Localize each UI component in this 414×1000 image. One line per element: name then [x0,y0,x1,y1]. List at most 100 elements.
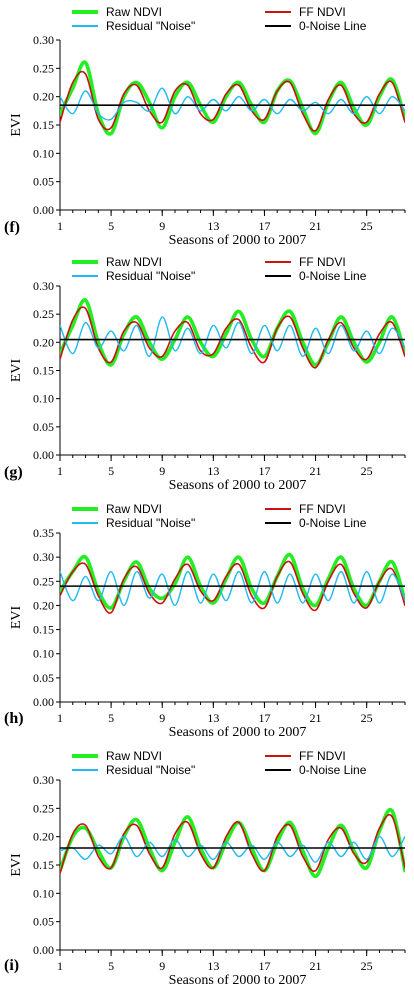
x-tick-label: 5 [108,711,114,725]
x-axis-label: Seasons of 2000 to 2007 [169,478,307,493]
x-tick-label: 1 [57,219,63,233]
y-axis-label: EVI [9,853,24,877]
y-tick-label: 0.25 [33,61,54,75]
y-tick-label: 0.00 [33,695,54,709]
y-tick-label: 0.05 [33,175,54,189]
y-tick-label: 0.05 [33,420,54,434]
panel-label: (i) [4,957,19,974]
y-tick-label: 0.20 [33,830,54,844]
x-tick-label: 25 [361,219,373,233]
y-tick-label: 0.15 [33,118,54,132]
series-line-ff [60,560,405,614]
x-tick-label: 9 [159,959,165,973]
x-tick-label: 25 [361,464,373,478]
x-tick-label: 17 [258,464,270,478]
legend-label-zero: 0-Noise Line [299,19,367,33]
x-axis-label: Seasons of 2000 to 2007 [169,973,307,988]
legend-label-residual: Residual "Noise" [106,269,195,283]
y-tick-label: 0.15 [33,858,54,872]
panel-label: (h) [4,710,24,727]
y-tick-label: 0.00 [33,448,54,462]
legend-label-raw: Raw NDVI [106,5,162,19]
y-tick-label: 0.35 [33,526,54,540]
legend: Raw NDVI FF NDVI Residual "Noise" 0-Noise L… [72,5,367,33]
legend: Raw NDVI FF NDVI Residual "Noise" 0-Noise L… [72,749,367,777]
x-tick-label: 13 [207,711,219,725]
y-tick-label: 0.05 [33,671,54,685]
y-tick-label: 0.20 [33,90,54,104]
legend: Raw NDVI FF NDVI Residual "Noise" 0-Noise L… [72,255,367,283]
legend-label-ff: FF NDVI [299,255,346,269]
y-tick-label: 0.30 [33,550,54,564]
y-tick-label: 0.10 [33,146,54,160]
chart-panel-4: Raw NDVI FF NDVI Residual "Noise" 0-Noise L… [4,749,406,988]
x-axis-label: Seasons of 2000 to 2007 [169,725,307,740]
y-tick-label: 0.25 [33,307,54,321]
legend-label-ff: FF NDVI [299,5,346,19]
x-tick-label: 9 [159,219,165,233]
series-group [60,60,405,136]
x-tick-label: 9 [159,711,165,725]
y-tick-label: 0.20 [33,335,54,349]
series-line-raw [60,298,405,367]
x-tick-label: 13 [207,464,219,478]
legend-label-zero: 0-Noise Line [299,269,367,283]
x-tick-label: 1 [57,959,63,973]
legend-label-residual: Residual "Noise" [106,763,195,777]
x-tick-label: 25 [361,711,373,725]
y-tick-label: 0.10 [33,647,54,661]
x-tick-label: 5 [108,464,114,478]
series-line-ff [60,306,405,369]
series-line-raw [60,552,405,610]
series-line-ff [60,813,405,875]
x-tick-label: 13 [207,959,219,973]
chart-panel-3: Raw NDVI FF NDVI Residual "Noise" 0-Noise L… [4,502,406,740]
x-tick-label: 25 [361,959,373,973]
x-axis-label: Seasons of 2000 to 2007 [169,233,307,248]
y-tick-label: 0.10 [33,886,54,900]
panel-label: (g) [4,464,23,481]
legend-label-raw: Raw NDVI [106,502,162,516]
y-axis-label: EVI [9,359,24,383]
legend-label-zero: 0-Noise Line [299,516,367,530]
chart-panel-1: Raw NDVI FF NDVI Residual "Noise" 0-Noise L… [4,5,406,248]
y-axis-label: EVI [9,113,24,137]
x-tick-label: 21 [310,464,322,478]
x-tick-label: 21 [310,959,322,973]
x-tick-label: 17 [258,711,270,725]
legend-label-residual: Residual "Noise" [106,516,195,530]
x-tick-label: 5 [108,959,114,973]
y-axis-label: EVI [9,606,24,630]
y-tick-label: 0.25 [33,801,54,815]
legend-label-residual: Residual "Noise" [106,19,195,33]
x-tick-label: 17 [258,959,270,973]
series-line-residual [60,316,405,358]
y-tick-label: 0.30 [33,279,54,293]
y-tick-label: 0.00 [33,943,54,957]
legend-label-ff: FF NDVI [299,749,346,763]
panel-label: (f) [4,219,20,236]
y-tick-label: 0.15 [33,623,54,637]
y-tick-label: 0.25 [33,574,54,588]
series-group [60,298,405,369]
x-tick-label: 21 [310,711,322,725]
legend-label-ff: FF NDVI [299,502,346,516]
series-group [60,807,405,879]
legend: Raw NDVI FF NDVI Residual "Noise" 0-Noise L… [72,502,367,530]
series-line-ff [60,70,405,132]
series-group [60,552,405,614]
y-tick-label: 0.00 [33,203,54,217]
x-tick-label: 21 [310,219,322,233]
y-tick-label: 0.10 [33,392,54,406]
legend-label-zero: 0-Noise Line [299,763,367,777]
legend-label-raw: Raw NDVI [106,749,162,763]
chart-panel-2: Raw NDVI FF NDVI Residual "Noise" 0-Noise L… [4,255,406,493]
y-tick-label: 0.15 [33,364,54,378]
x-tick-label: 17 [258,219,270,233]
y-tick-label: 0.05 [33,915,54,929]
x-tick-label: 1 [57,711,63,725]
legend-label-raw: Raw NDVI [106,255,162,269]
x-tick-label: 9 [159,464,165,478]
series-line-raw [60,60,405,136]
